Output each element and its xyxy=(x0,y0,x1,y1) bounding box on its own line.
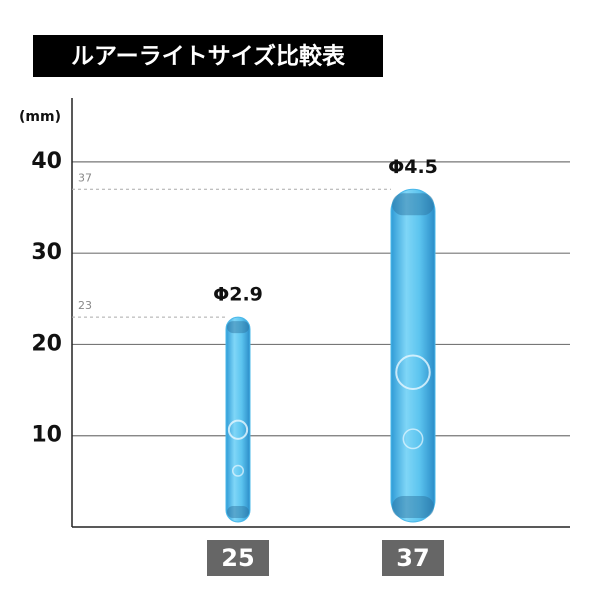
bubble xyxy=(402,428,424,450)
y-tick-label: 30 xyxy=(31,240,62,265)
stick-cap xyxy=(392,496,434,518)
light-stick xyxy=(225,316,251,523)
chart-title: ルアーライトサイズ比較表 xyxy=(71,43,346,70)
reference-label: 37 xyxy=(78,171,92,184)
diameter-label: Φ2.9 xyxy=(213,284,263,306)
diameter-label: Φ4.5 xyxy=(388,156,438,178)
y-tick-label: 40 xyxy=(31,149,62,174)
title-box xyxy=(33,35,383,77)
bubble xyxy=(231,464,245,477)
stick-cap xyxy=(392,193,434,216)
y-tick-label: 20 xyxy=(31,331,62,356)
category-box xyxy=(382,540,444,576)
stick-cap xyxy=(227,321,249,334)
x-tick-label: 37 xyxy=(396,544,429,572)
y-unit: (mm) xyxy=(19,109,61,125)
category-box xyxy=(207,540,269,576)
y-tick-label: 10 xyxy=(31,423,62,448)
reference-label: 23 xyxy=(78,299,92,312)
bubble xyxy=(395,354,431,390)
stick-cap xyxy=(227,506,249,518)
x-tick-label: 25 xyxy=(221,544,254,572)
bubble xyxy=(227,419,249,440)
